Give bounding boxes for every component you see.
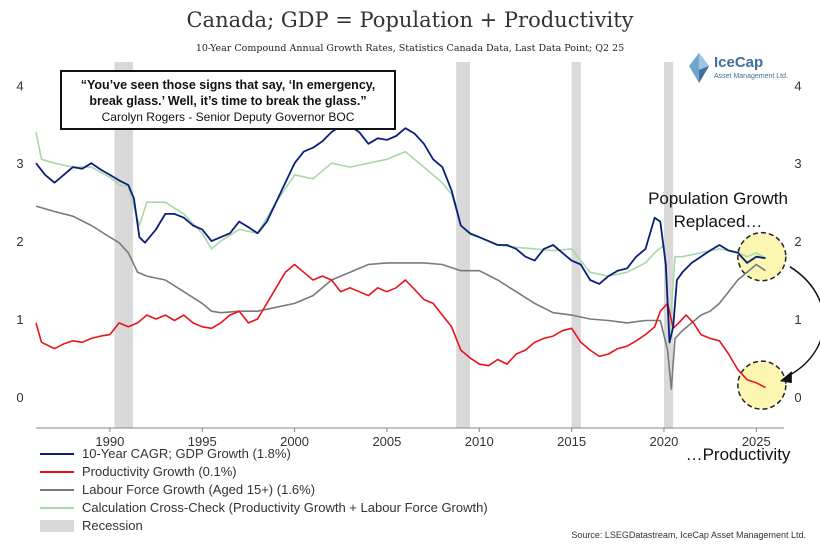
annotation-arrow — [779, 266, 820, 384]
legend-label-recession: Recession — [82, 518, 143, 533]
x-tick-label-2015: 2015 — [557, 434, 586, 449]
recession-band-2 — [456, 62, 471, 428]
source-note: Source: LSEGDatastream, IceCap Asset Man… — [571, 530, 806, 540]
x-tick-label-1990: 1990 — [95, 434, 124, 449]
x-tick-label-2020: 2020 — [649, 434, 678, 449]
series-line-gdp — [35, 125, 766, 344]
legend-label-crosscheck: Calculation Cross-Check (Productivity Gr… — [82, 500, 488, 515]
quote-author: Carolyn Rogers - Senior Deputy Governor … — [101, 110, 355, 124]
legend-swatch-recession — [40, 520, 74, 532]
y-tick-label-right-4: 4 — [794, 78, 801, 93]
logo-subtitle: Asset Management Ltd. — [714, 73, 788, 80]
chart-subtitle: 10-Year Compound Annual Growth Rates, St… — [195, 43, 625, 54]
x-tick-label-2025: 2025 — [742, 434, 771, 449]
y-tick-label-right-2: 2 — [794, 234, 801, 249]
y-tick-label-left-4: 4 — [16, 78, 23, 93]
y-tick-label-left-1: 1 — [16, 312, 23, 327]
annotation-population-2: Replaced… — [673, 212, 763, 231]
recession-band-4 — [663, 62, 674, 428]
series-line-crosscheck — [35, 131, 766, 336]
quote-line-1: “You’ve seen those signs that say, ‘In e… — [80, 78, 376, 92]
x-tick-label-2010: 2010 — [465, 434, 494, 449]
recession-band-1 — [114, 62, 133, 428]
recession-band-3 — [571, 62, 581, 428]
legend-label-productivity: Productivity Growth (0.1%) — [82, 464, 237, 479]
recession-bands — [114, 62, 674, 428]
legend-swatch-labour — [40, 489, 74, 491]
legend-swatch-gdp — [40, 453, 74, 455]
y-tick-label-left-2: 2 — [16, 234, 23, 249]
quote-box: “You’ve seen those signs that say, ‘In e… — [60, 70, 396, 130]
legend-swatch-crosscheck — [40, 507, 74, 509]
diamond-logo-icon — [689, 53, 709, 83]
legend-label-gdp: 10-Year CAGR; GDP Growth (1.8%) — [82, 446, 291, 461]
y-tick-label-right-1: 1 — [794, 312, 801, 327]
annotation-population-1: Population Growth — [648, 189, 788, 208]
arrow-curve — [785, 266, 820, 378]
chart-title: Canada; GDP = Population + Productivity — [186, 8, 634, 32]
y-tick-label-right-3: 3 — [794, 156, 801, 171]
series-line-labour — [35, 205, 766, 390]
axes: 1990 1995 2000 2005 2010 2015 2020 2025 0 0 1 1 2 2 3 3… — [16, 78, 801, 449]
legend-label-labour: Labour Force Growth (Aged 15+) (1.6%) — [82, 482, 316, 497]
legend-swatch-productivity — [40, 471, 74, 473]
x-tick-label-2000: 2000 — [280, 434, 309, 449]
highlight-circles — [737, 231, 787, 410]
arrow-head — [779, 371, 792, 384]
x-tick-label-1995: 1995 — [188, 434, 217, 449]
annotation-productivity: …Productivity — [685, 445, 791, 464]
y-tick-label-left-0: 0 — [16, 390, 23, 405]
y-tick-label-right-0: 0 — [794, 390, 801, 405]
series-lines — [35, 125, 766, 390]
x-tick-label-2005: 2005 — [372, 434, 401, 449]
icecap-logo: IceCap Asset Management Ltd. — [688, 52, 798, 86]
y-tick-label-left-3: 3 — [16, 156, 23, 171]
series-line-productivity — [35, 263, 766, 389]
quote-line-2: break glass.’ Well, it’s time to break t… — [89, 94, 367, 108]
logo-name: IceCap — [714, 54, 764, 71]
